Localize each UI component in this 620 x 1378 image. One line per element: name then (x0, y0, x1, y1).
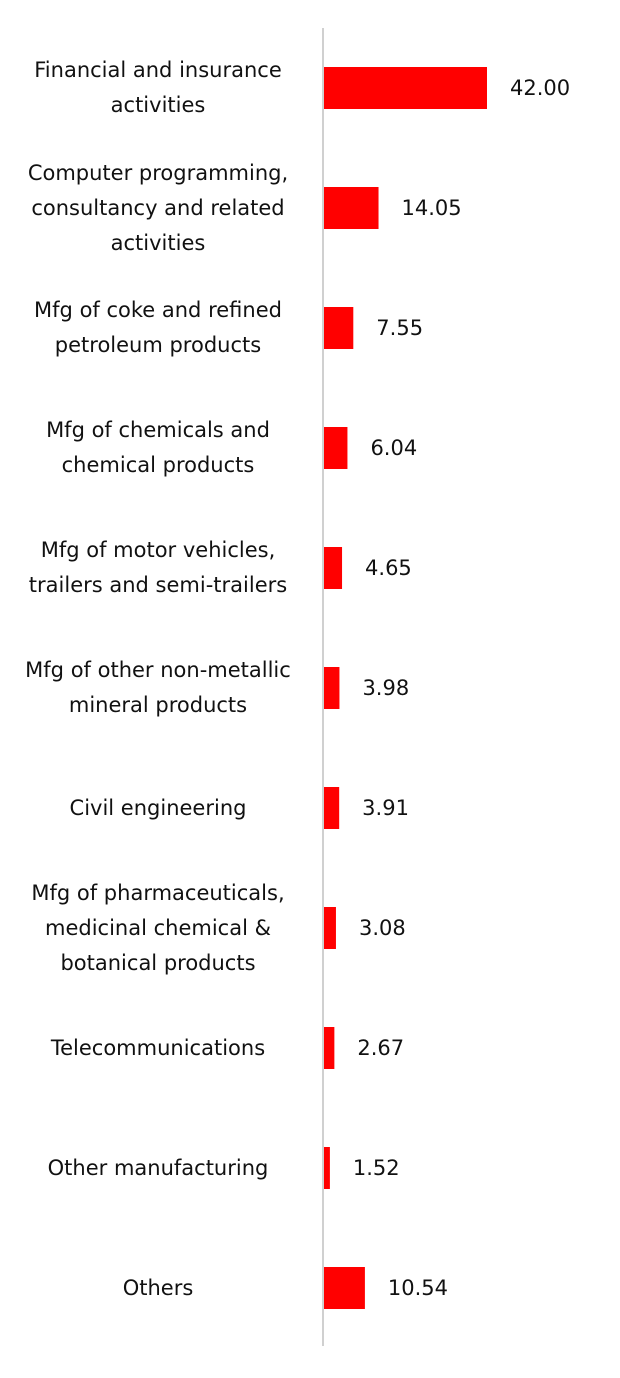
category-label: Mfg of chemicals and chemical products (46, 418, 270, 477)
category-label: Mfg of pharmaceuticals, medicinal chemic… (31, 880, 285, 975)
value-label: 7.55 (376, 316, 424, 340)
bar (324, 1267, 365, 1309)
category-label: Telecommunications (50, 1035, 266, 1060)
value-label: 2.67 (357, 1036, 405, 1060)
value-label: 14.05 (401, 196, 462, 220)
bar (324, 907, 336, 949)
value-label: 3.91 (362, 796, 409, 820)
bar (324, 187, 379, 229)
bar (324, 307, 354, 349)
bar (324, 667, 340, 709)
value-label: 3.98 (362, 676, 410, 700)
bar (324, 787, 340, 829)
bar (324, 1147, 330, 1189)
value-label: 6.04 (370, 436, 418, 460)
category-label: Other manufacturing (47, 1155, 269, 1180)
bar (324, 67, 487, 109)
value-label: 1.52 (352, 1156, 400, 1180)
category-label: Financial and insurance activities (34, 58, 282, 117)
category-label: Mfg of motor vehicles, trailers and semi… (28, 538, 288, 597)
category-label: Computer programming, consultancy and re… (27, 160, 289, 255)
category-label: Others (122, 1275, 194, 1300)
bar (324, 547, 343, 589)
value-label: 3.08 (358, 916, 406, 940)
bar (324, 427, 348, 469)
category-label: Mfg of other non-metallic mineral produc… (25, 658, 291, 717)
value-label: 42.00 (510, 76, 571, 100)
bar (324, 1027, 335, 1069)
value-label: 4.65 (365, 556, 412, 580)
category-label: Mfg of coke and refined petroleum produc… (34, 298, 282, 357)
category-label: Civil engineering (69, 795, 247, 820)
value-label: 10.54 (387, 1276, 449, 1300)
